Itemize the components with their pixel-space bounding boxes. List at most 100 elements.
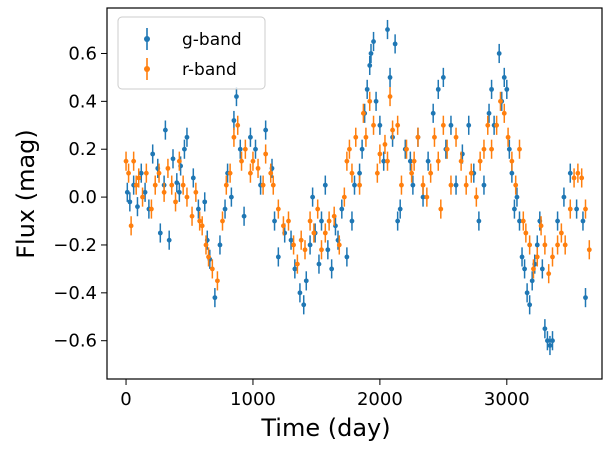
data-point xyxy=(193,189,199,195)
data-point xyxy=(410,182,416,188)
data-point xyxy=(298,237,304,243)
data-point xyxy=(231,134,237,140)
data-point xyxy=(547,343,553,348)
data-point xyxy=(302,247,308,253)
data-point xyxy=(392,41,398,47)
data-point xyxy=(189,213,195,219)
x-tick-label: 3000 xyxy=(484,389,530,410)
data-point xyxy=(127,199,133,205)
data-point xyxy=(140,194,145,200)
y-axis-label: Flux (mag) xyxy=(12,129,40,259)
data-point xyxy=(336,242,342,248)
axes-frame xyxy=(106,7,603,380)
data-point xyxy=(344,254,350,260)
data-point xyxy=(371,122,376,128)
data-point xyxy=(322,182,328,188)
legend-r-label: r-band xyxy=(182,60,237,80)
data-point xyxy=(124,189,130,195)
data-point xyxy=(538,223,544,229)
data-point xyxy=(385,27,390,32)
data-point xyxy=(275,206,281,212)
data-point xyxy=(161,189,167,195)
data-point xyxy=(206,254,211,260)
data-point xyxy=(176,158,182,164)
data-point xyxy=(524,290,530,296)
data-point xyxy=(142,189,148,195)
y-tick-label: 0.6 xyxy=(68,43,97,64)
data-point xyxy=(477,158,483,164)
data-point xyxy=(195,206,201,212)
data-point xyxy=(197,218,203,224)
data-point xyxy=(567,170,573,176)
data-point xyxy=(481,182,487,188)
data-point xyxy=(440,75,446,80)
data-point xyxy=(316,261,322,267)
data-point xyxy=(357,170,362,176)
data-point xyxy=(359,146,365,152)
data-point xyxy=(234,94,239,99)
data-point xyxy=(303,278,309,284)
data-point xyxy=(481,146,487,152)
data-point xyxy=(166,237,172,243)
y-axis-ticks: −0.6 −0.4 −0.2 0.0 0.2 0.4 0.6 xyxy=(53,43,107,352)
series-r-band xyxy=(123,86,592,291)
data-point xyxy=(352,182,357,188)
data-point xyxy=(270,182,276,188)
data-point xyxy=(476,218,482,224)
data-point xyxy=(390,127,395,133)
data-point xyxy=(561,194,567,200)
data-point xyxy=(349,170,355,176)
data-point xyxy=(367,98,373,104)
data-point xyxy=(586,247,592,253)
data-point xyxy=(571,175,577,181)
data-point xyxy=(377,151,383,157)
data-point xyxy=(253,146,258,152)
data-point xyxy=(562,242,568,248)
data-point xyxy=(173,199,178,205)
data-point xyxy=(542,326,548,332)
data-point xyxy=(387,75,393,80)
data-point xyxy=(242,146,248,152)
data-point xyxy=(165,165,171,171)
data-point xyxy=(220,218,225,224)
data-point xyxy=(473,194,479,200)
data-point xyxy=(523,230,529,236)
data-point xyxy=(184,194,190,200)
data-point xyxy=(368,51,374,56)
data-point xyxy=(529,278,535,284)
data-point xyxy=(539,266,545,272)
data-point xyxy=(310,194,316,200)
data-point xyxy=(424,194,430,200)
data-point xyxy=(288,237,294,243)
data-point xyxy=(425,158,431,164)
data-point xyxy=(555,218,560,224)
data-point xyxy=(420,182,426,188)
data-point xyxy=(501,75,507,80)
data-point xyxy=(505,134,511,140)
data-point xyxy=(399,182,404,188)
data-point xyxy=(133,182,139,188)
data-point xyxy=(169,182,175,188)
y-tick-label: 0.4 xyxy=(68,91,97,112)
legend-r-marker xyxy=(144,66,150,72)
data-point xyxy=(227,170,233,176)
data-point xyxy=(272,218,277,224)
data-point xyxy=(143,170,149,176)
x-tick-label: 0 xyxy=(120,389,131,410)
data-point xyxy=(301,302,307,308)
data-point xyxy=(263,151,269,157)
data-point xyxy=(322,230,328,236)
data-point xyxy=(555,242,560,248)
data-point xyxy=(291,242,296,248)
data-point xyxy=(444,146,450,152)
data-point xyxy=(341,194,347,200)
data-point xyxy=(463,182,469,188)
data-point xyxy=(527,302,533,308)
data-point xyxy=(170,156,176,162)
data-point xyxy=(331,213,337,219)
data-point xyxy=(182,146,187,152)
data-point xyxy=(430,110,436,116)
data-point xyxy=(567,206,573,212)
data-point xyxy=(504,86,510,92)
